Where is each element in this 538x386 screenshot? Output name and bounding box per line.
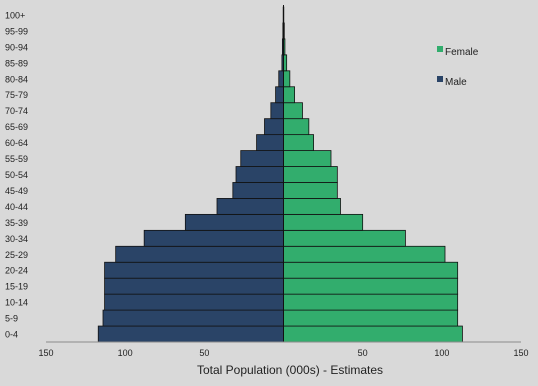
bar-female-35-39 bbox=[284, 214, 363, 230]
age-label: 20-24 bbox=[5, 266, 28, 276]
bar-female-30-34 bbox=[284, 230, 406, 246]
bar-female-5-9 bbox=[284, 310, 458, 326]
bar-male-25-29 bbox=[116, 246, 284, 262]
age-label: 30-34 bbox=[5, 234, 28, 244]
bar-male-5-9 bbox=[103, 310, 284, 326]
bar-female-10-14 bbox=[284, 294, 458, 310]
bar-male-30-34 bbox=[144, 230, 283, 246]
bar-female-65-69 bbox=[284, 119, 309, 135]
x-tick-label: 150 bbox=[513, 348, 528, 358]
x-ticks-group: 150 100 50 50 100 150 bbox=[38, 348, 528, 358]
bar-female-80-84 bbox=[284, 71, 290, 87]
age-label: 25-29 bbox=[5, 250, 28, 260]
age-label: 55-59 bbox=[5, 154, 28, 164]
bar-female-15-19 bbox=[284, 278, 458, 294]
age-label: 15-19 bbox=[5, 282, 28, 292]
bar-male-80-84 bbox=[279, 71, 284, 87]
age-label: 35-39 bbox=[5, 218, 28, 228]
legend-label-female: Female bbox=[445, 47, 479, 58]
age-label: 80-84 bbox=[5, 74, 28, 84]
age-label: 90-94 bbox=[5, 42, 28, 52]
bar-male-75-79 bbox=[276, 87, 284, 103]
x-tick-label: 100 bbox=[434, 348, 449, 358]
bar-female-25-29 bbox=[284, 246, 446, 262]
legend: Female Male bbox=[437, 46, 479, 88]
age-label: 60-64 bbox=[5, 138, 28, 148]
legend-swatch-male bbox=[437, 76, 443, 82]
bar-female-20-24 bbox=[284, 262, 458, 278]
bar-male-10-14 bbox=[105, 294, 284, 310]
legend-label-male: Male bbox=[445, 77, 467, 88]
bar-female-70-74 bbox=[284, 103, 303, 119]
bar-male-55-59 bbox=[241, 151, 284, 167]
age-label: 10-14 bbox=[5, 298, 28, 308]
age-label: 85-89 bbox=[5, 58, 28, 68]
bar-female-0-4 bbox=[284, 326, 463, 342]
bar-female-75-79 bbox=[284, 87, 295, 103]
age-label: 75-79 bbox=[5, 90, 28, 100]
bar-male-15-19 bbox=[105, 278, 284, 294]
age-labels-group: 0-4 5-9 10-14 15-19 20-24 25-29 30-34 35-39 40-4… bbox=[5, 10, 28, 339]
x-tick-label: 100 bbox=[118, 348, 133, 358]
bar-female-60-64 bbox=[284, 135, 314, 151]
x-axis-label: Total Population (000s) - Estimates bbox=[197, 363, 383, 377]
bar-male-70-74 bbox=[271, 103, 284, 119]
bar-female-50-54 bbox=[284, 167, 338, 183]
age-label: 50-54 bbox=[5, 170, 28, 180]
bar-male-60-64 bbox=[257, 135, 284, 151]
bars-group bbox=[98, 7, 462, 342]
bar-female-55-59 bbox=[284, 151, 332, 167]
age-label: 45-49 bbox=[5, 186, 28, 196]
legend-swatch-female bbox=[437, 46, 443, 52]
x-tick-label: 50 bbox=[358, 348, 368, 358]
bar-male-65-69 bbox=[265, 119, 284, 135]
bar-male-0-4 bbox=[98, 326, 283, 342]
age-label: 100+ bbox=[5, 10, 25, 20]
age-label: 0-4 bbox=[5, 330, 18, 340]
bar-male-20-24 bbox=[105, 262, 284, 278]
bar-male-45-49 bbox=[233, 182, 284, 198]
bar-male-35-39 bbox=[185, 214, 283, 230]
age-label: 40-44 bbox=[5, 202, 28, 212]
age-label: 70-74 bbox=[5, 106, 28, 116]
x-tick-label: 150 bbox=[38, 348, 53, 358]
bar-female-40-44 bbox=[284, 198, 341, 214]
age-label: 5-9 bbox=[5, 314, 18, 324]
x-tick-label: 50 bbox=[199, 348, 209, 358]
age-label: 65-69 bbox=[5, 122, 28, 132]
bar-female-45-49 bbox=[284, 182, 338, 198]
age-label: 95-99 bbox=[5, 26, 28, 36]
bar-male-50-54 bbox=[236, 167, 284, 183]
bar-male-40-44 bbox=[217, 198, 284, 214]
